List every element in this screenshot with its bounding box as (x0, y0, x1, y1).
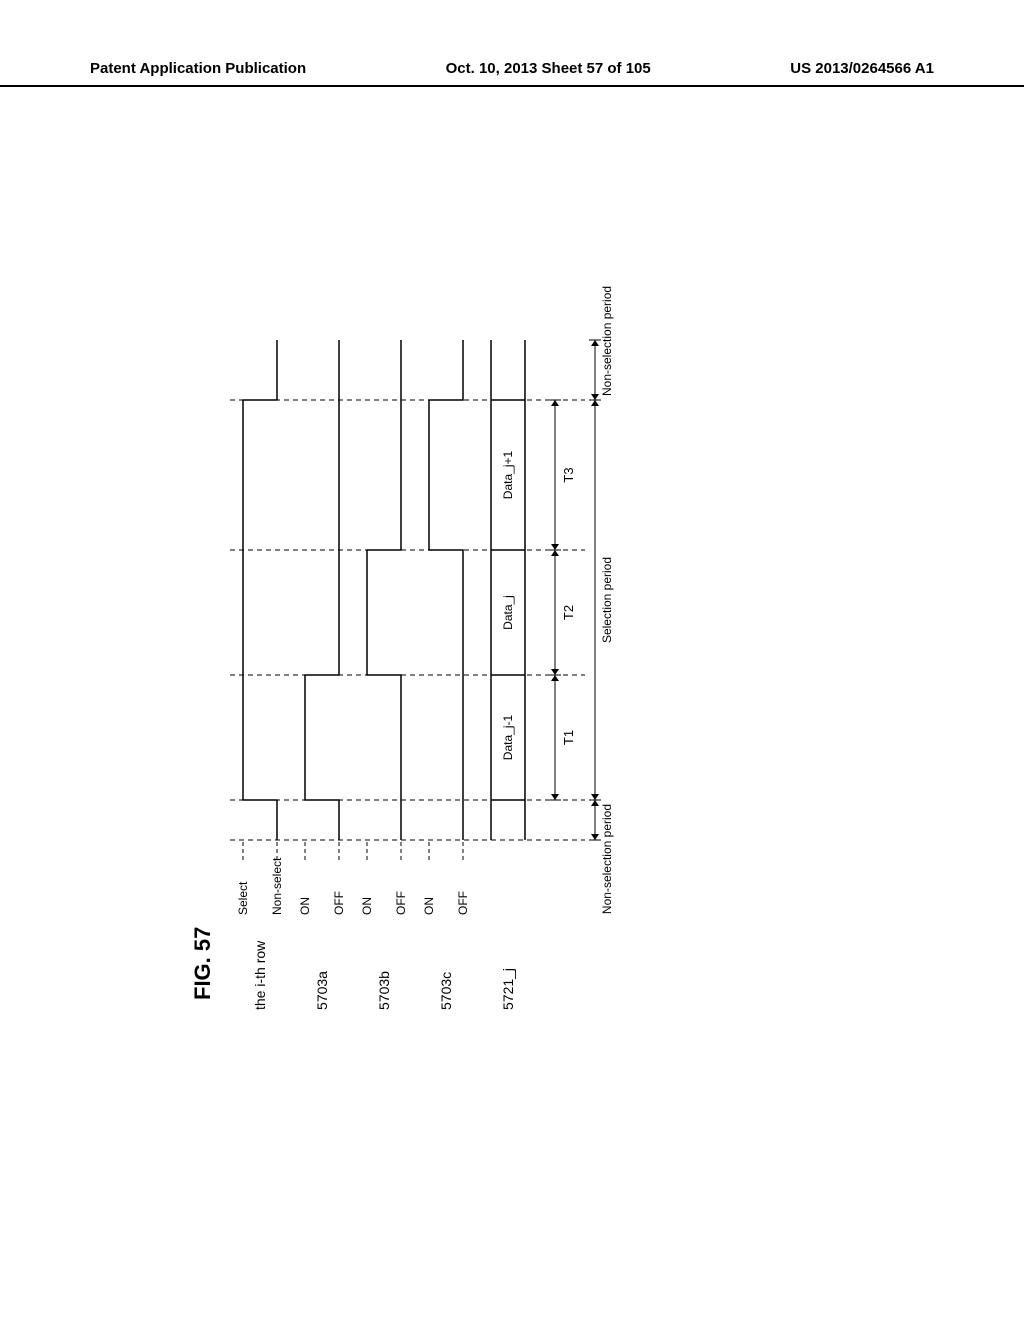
svg-text:ON: ON (298, 897, 312, 915)
figure-container: FIG. 57 the i-th row Select Non-select 5703a… (180, 260, 860, 1020)
svg-text:Selection period: Selection period (600, 557, 614, 643)
svg-text:Select: Select (236, 881, 250, 915)
svg-text:Data_j: Data_j (501, 595, 515, 630)
svg-text:ON: ON (360, 897, 374, 915)
svg-text:Non-select: Non-select (270, 857, 284, 915)
svg-text:5703a: 5703a (314, 971, 330, 1010)
svg-text:FIG. 57: FIG. 57 (190, 927, 215, 1000)
header-center: Oct. 10, 2013 Sheet 57 of 105 (446, 60, 651, 77)
svg-text:OFF: OFF (332, 891, 346, 915)
svg-text:the i-th row: the i-th row (252, 940, 268, 1010)
svg-text:T1: T1 (561, 730, 576, 745)
header-left: Patent Application Publication (90, 60, 306, 77)
svg-text:Data_j+1: Data_j+1 (501, 450, 515, 499)
svg-text:5721_j: 5721_j (500, 968, 516, 1010)
svg-text:Data_j-1: Data_j-1 (501, 714, 515, 760)
svg-text:Non-selection period: Non-selection period (600, 804, 614, 914)
page-header: Patent Application Publication Oct. 10, … (0, 60, 1024, 87)
svg-text:5703c: 5703c (438, 972, 454, 1010)
svg-text:5703b: 5703b (376, 971, 392, 1010)
timing-diagram: FIG. 57 the i-th row Select Non-select 5703a… (180, 260, 860, 1020)
svg-text:ON: ON (422, 897, 436, 915)
svg-text:T2: T2 (561, 605, 576, 620)
svg-text:OFF: OFF (394, 891, 408, 915)
svg-text:Non-selection period: Non-selection period (600, 286, 614, 396)
header-right: US 2013/0264566 A1 (790, 60, 934, 77)
svg-text:T3: T3 (561, 467, 576, 482)
svg-text:OFF: OFF (456, 891, 470, 915)
